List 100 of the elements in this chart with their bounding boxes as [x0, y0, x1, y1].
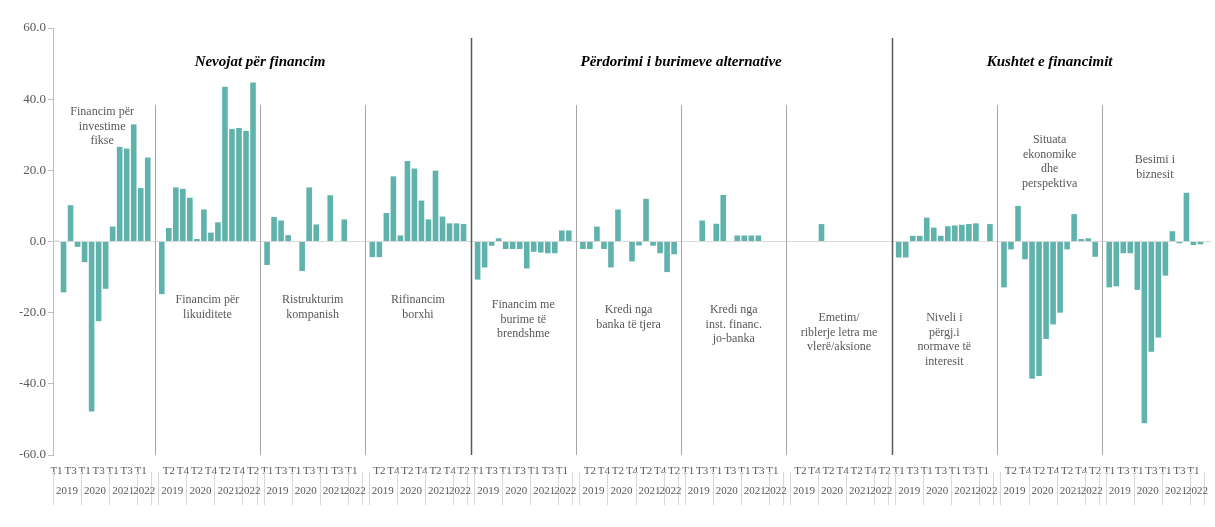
bar: [748, 235, 755, 241]
text: 2020: [1031, 483, 1055, 496]
y-tick-label: 40.0: [23, 90, 46, 106]
x-tick-label: T2: [583, 464, 597, 477]
x-tick-label: T2: [246, 464, 260, 477]
x-tick-label: T3: [1145, 464, 1158, 477]
text: 2019: [1108, 483, 1132, 496]
x-tick-label: T2: [639, 464, 653, 477]
text: 2021: [743, 483, 766, 496]
x-tick-label: T1: [527, 464, 540, 477]
text: 2021: [217, 483, 240, 496]
x-tick-label: T2: [373, 464, 386, 477]
y-tick-label: -20.0: [18, 304, 46, 320]
bar: [1015, 205, 1021, 241]
y-tick-label: -60.0: [18, 446, 46, 462]
x-tick-label: T4: [836, 464, 850, 477]
x-tick-label: T3: [274, 464, 288, 477]
bar: [327, 195, 334, 241]
x-tick-label: T3: [1173, 464, 1187, 477]
text: 2020: [926, 483, 949, 496]
bar: [594, 226, 600, 241]
text: 2020: [505, 483, 528, 496]
bar: [446, 223, 453, 241]
text: 2022: [975, 483, 998, 496]
bar: [158, 242, 165, 295]
text: 2019: [266, 483, 290, 496]
bar: [264, 242, 270, 265]
x-tick-label: T4: [176, 464, 190, 477]
bar: [397, 235, 404, 241]
bar: [341, 219, 348, 241]
bar: [390, 176, 397, 241]
bar: [474, 242, 481, 280]
annotation: Kredi nga inst. financ. jo-banka: [705, 302, 762, 346]
text: 2021: [638, 483, 661, 496]
text: 2022: [133, 483, 156, 496]
text: 2021: [322, 483, 345, 496]
x-tick-label: T2: [1004, 464, 1018, 477]
text: 2021: [954, 483, 977, 496]
text: 2022: [659, 483, 682, 496]
text: 2022: [764, 483, 787, 496]
annotation: Kushtet e financimit: [985, 52, 1114, 69]
bar: [425, 219, 432, 241]
bar: [509, 242, 516, 249]
x-tick-label: T4: [232, 464, 246, 477]
bar: [755, 235, 762, 241]
x-tick-label: T3: [1117, 464, 1130, 477]
x-tick-label: T3: [92, 464, 106, 477]
x-tick-label: T2: [1032, 464, 1046, 477]
x-tick-label: T3: [906, 464, 920, 477]
text: 2022: [870, 483, 893, 496]
y-tick-label: 20.0: [23, 161, 46, 177]
x-tick-label: T3: [64, 464, 78, 477]
x-tick-label: T2: [401, 464, 414, 477]
annotation: Emetim/ riblerje letra me vlerë/aksione: [800, 310, 878, 354]
annotation: Situata ekonomike dhe perspektiva: [1021, 132, 1078, 190]
annotation: Përdorimi i burimeve alternative: [580, 52, 783, 69]
annotation: Financim për likuiditete: [175, 292, 240, 321]
y-tick-label: 60.0: [23, 19, 46, 35]
bar: [615, 209, 621, 241]
bar: [67, 205, 74, 241]
x-tick-label: T2: [794, 464, 807, 477]
x-tick-label: T4: [597, 464, 611, 477]
y-tick-label: 0.0: [29, 232, 46, 248]
x-tick-label: T2: [1089, 464, 1102, 477]
text: 2020: [189, 483, 212, 496]
text: 2019: [161, 483, 184, 496]
bar: [74, 242, 81, 247]
annotation: Rifinancim borxhi: [390, 292, 446, 321]
x-tick-label: T4: [864, 464, 878, 477]
text: 2020: [1136, 483, 1160, 496]
x-tick-label: T2: [162, 464, 175, 477]
text: 2019: [56, 483, 79, 496]
text: 2019: [582, 483, 605, 496]
text: 2020: [399, 483, 423, 496]
x-tick-label: T2: [611, 464, 625, 477]
x-tick-label: T3: [331, 464, 344, 477]
x-tick-label: T4: [204, 464, 218, 477]
text: 2020: [715, 483, 739, 496]
x-tick-label: T3: [303, 464, 316, 477]
x-tick-label: T3: [696, 464, 709, 477]
text: 2021: [1164, 483, 1187, 496]
x-tick-label: T3: [120, 464, 134, 477]
x-tick-label: T4: [443, 464, 457, 477]
x-tick-label: T3: [541, 464, 555, 477]
bar: [895, 242, 902, 258]
text: 2022: [1185, 483, 1208, 496]
bar: [987, 224, 993, 241]
text: 2022: [1080, 483, 1103, 496]
bar: [1169, 231, 1176, 241]
annotation: Nevojat për financim: [193, 52, 326, 69]
x-tick-label: T3: [934, 464, 948, 477]
text: 2020: [294, 483, 318, 496]
text: 2021: [1059, 483, 1082, 496]
annotation: Financim për investime fikse: [70, 104, 134, 148]
annotation: Besimi i biznesit: [1134, 152, 1176, 181]
x-tick-label: T2: [850, 464, 863, 477]
annotation: Kredi nga banka të tjera: [596, 302, 662, 331]
text: 2021: [112, 483, 135, 496]
x-tick-label: T3: [513, 464, 527, 477]
x-tick-label: T2: [457, 464, 470, 477]
